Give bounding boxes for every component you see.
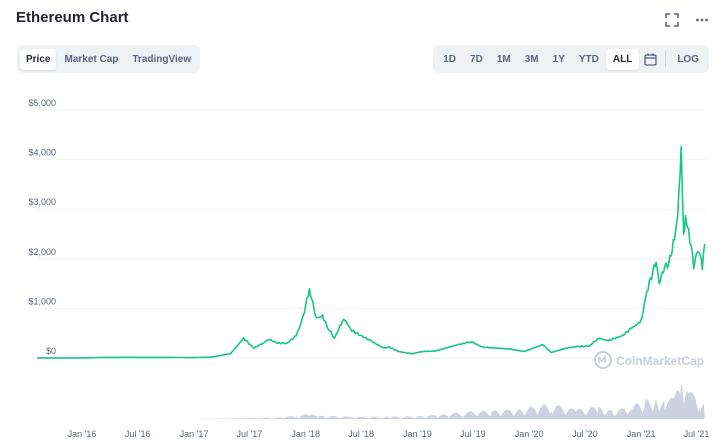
x-tick-label: Jul '21 (684, 429, 710, 439)
y-tick-label: $0 (46, 346, 56, 356)
y-tick-label: $2,000 (28, 247, 56, 257)
fullscreen-icon[interactable] (664, 12, 680, 28)
y-tick-label: $5,000 (28, 98, 56, 108)
range-3m[interactable]: 3M (524, 53, 539, 65)
x-tick-label: Jul '17 (237, 429, 263, 439)
range-7d[interactable]: 7D (470, 53, 483, 65)
x-tick-label: Jan '19 (403, 429, 432, 439)
more-icon[interactable] (694, 12, 710, 28)
range-1d[interactable]: 1D (443, 53, 457, 65)
range-1m[interactable]: 1M (496, 53, 511, 65)
calendar-icon[interactable] (639, 53, 661, 66)
tab-tradingview[interactable]: TradingView (132, 53, 192, 65)
x-tick-label: Jul '19 (460, 429, 486, 439)
tab-price[interactable]: Price (20, 48, 57, 70)
y-axis-labels: $0 $1,000 $2,000 $3,000 $4,000 $5,000 (28, 98, 56, 356)
x-tick-label: Jul '18 (348, 429, 374, 439)
range-all[interactable]: ALL (605, 48, 640, 70)
x-tick-label: Jul '20 (572, 429, 598, 439)
tab-market-cap[interactable]: Market Cap (64, 53, 119, 65)
chart-toolbar-icons (664, 12, 710, 28)
range-divider (665, 51, 667, 67)
x-tick-label: Jan '20 (515, 429, 544, 439)
x-tick-label: Jan '18 (291, 429, 320, 439)
range-ytd[interactable]: YTD (578, 53, 599, 65)
grid-lines (37, 109, 706, 359)
log-toggle[interactable]: LOG (677, 53, 699, 65)
chart-type-tabs: Price Market Cap TradingView (17, 45, 201, 73)
page-title: Ethereum Chart (16, 9, 129, 26)
coinmarketcap-logo-icon (594, 351, 612, 369)
x-tick-label: Jan '16 (68, 429, 97, 439)
y-tick-label: $4,000 (28, 148, 56, 158)
y-tick-label: $1,000 (28, 296, 56, 306)
y-tick-label: $3,000 (28, 197, 56, 207)
x-tick-label: Jan '17 (180, 429, 209, 439)
range-1y[interactable]: 1Y (552, 53, 565, 65)
coinmarketcap-watermark: CoinMarketCap (594, 351, 704, 369)
time-range-selector: 1D 7D 1M 3M 1Y YTD ALL LOG (433, 45, 709, 73)
x-tick-label: Jul '16 (125, 429, 151, 439)
x-tick-label: Jan '21 (627, 429, 656, 439)
watermark-text: CoinMarketCap (616, 354, 704, 368)
volume-area (37, 384, 705, 419)
price-line (37, 145, 706, 359)
x-axis-labels: Jan '16 Jul '16 Jan '17 Jul '17 Jan '18 Jul '… (68, 429, 710, 439)
